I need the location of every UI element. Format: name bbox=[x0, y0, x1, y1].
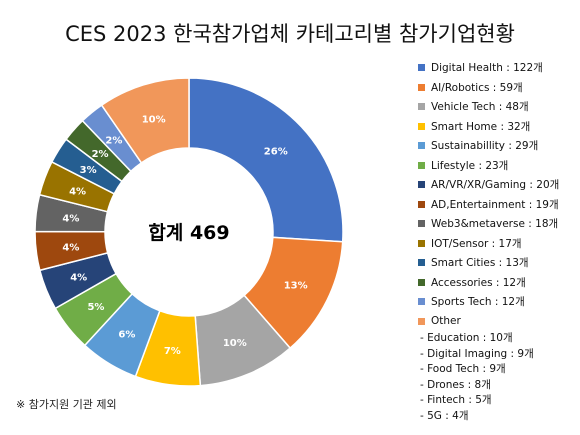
legend: Digital Health : 122개 AI/Robotics : 59개 Ve… bbox=[418, 58, 578, 424]
legend-other-subitem: - Fintech : 5개 bbox=[420, 394, 492, 406]
legend-label: Vehicle Tech : 48개 bbox=[431, 101, 529, 114]
donut-slice-digital-health bbox=[188, 77, 344, 243]
legend-label: AR/VR/XR/Gaming : 20개 bbox=[431, 179, 560, 192]
center-total-label: 합계 469 bbox=[148, 222, 229, 244]
legend-label: Sustainabillity : 29개 bbox=[431, 140, 539, 153]
legend-item: Smart Cities : 13개 bbox=[418, 253, 578, 273]
legend-swatch bbox=[418, 64, 425, 72]
slice-percent-label: 4% bbox=[69, 186, 86, 197]
legend-label: AI/Robotics : 59개 bbox=[431, 81, 523, 94]
legend-item: AD,Entertainment : 19개 bbox=[418, 195, 578, 215]
legend-label: IOT/Sensor : 17개 bbox=[431, 237, 522, 250]
legend-swatch bbox=[418, 200, 425, 208]
legend-item: Accessories : 12개 bbox=[418, 273, 578, 293]
slice-percent-label: 4% bbox=[62, 243, 79, 254]
legend-swatch bbox=[418, 317, 425, 325]
footnote: ※ 참가지원 기관 제외 bbox=[16, 398, 117, 411]
legend-swatch bbox=[418, 122, 425, 130]
slice-percent-label: 3% bbox=[80, 165, 97, 176]
legend-item: IOT/Sensor : 17개 bbox=[418, 234, 578, 254]
legend-item: Sports Tech : 12개 bbox=[418, 292, 578, 312]
donut-slice-other bbox=[100, 77, 190, 164]
legend-label: Accessories : 12개 bbox=[431, 276, 526, 289]
legend-label: Smart Home : 32개 bbox=[431, 120, 531, 133]
slice-percent-label: 2% bbox=[105, 136, 122, 147]
legend-item: AI/Robotics : 59개 bbox=[418, 78, 578, 98]
legend-swatch bbox=[418, 239, 425, 247]
chart-title: CES 2023 한국참가업체 카테고리별 참가기업현황 bbox=[65, 22, 515, 46]
donut-chart: 26% 13% 10% 7% 6% 5% 4% 4% 4% 4% 3% 2% 2% 10% 합계 469 bbox=[34, 77, 344, 387]
slice-percent-label: 10% bbox=[223, 338, 247, 349]
legend-swatch bbox=[418, 181, 425, 189]
legend-other-subitem: - Drones : 8개 bbox=[420, 378, 491, 391]
slice-percent-label: 5% bbox=[87, 302, 104, 313]
legend-item: Smart Home : 32개 bbox=[418, 117, 578, 137]
slice-percent-label: 7% bbox=[164, 346, 181, 357]
legend-item: Lifestyle : 23개 bbox=[418, 156, 578, 176]
legend-item: Web3&metaverse : 18개 bbox=[418, 214, 578, 234]
legend-label: Smart Cities : 13개 bbox=[431, 257, 529, 270]
legend-label: Other bbox=[431, 315, 461, 328]
legend-item: AR/VR/XR/Gaming : 20개 bbox=[418, 175, 578, 195]
legend-swatch bbox=[418, 220, 425, 228]
slice-percent-label: 10% bbox=[142, 114, 166, 125]
legend-swatch bbox=[418, 259, 425, 267]
legend-swatch bbox=[418, 161, 425, 169]
legend-swatch bbox=[418, 278, 425, 286]
legend-item: Other bbox=[418, 312, 578, 332]
slice-percent-label: 13% bbox=[284, 281, 308, 292]
legend-swatch bbox=[418, 298, 425, 306]
legend-other-subitem: - 5G : 4개 bbox=[420, 409, 469, 422]
slice-percent-label: 26% bbox=[264, 147, 288, 158]
legend-swatch bbox=[418, 142, 425, 150]
legend-other-subitem: - Food Tech : 9개 bbox=[420, 363, 506, 375]
legend-label: Web3&metaverse : 18개 bbox=[431, 218, 559, 231]
legend-item: Digital Health : 122개 bbox=[418, 58, 578, 78]
legend-label: Digital Health : 122개 bbox=[431, 62, 543, 75]
slice-percent-label: 4% bbox=[70, 273, 87, 284]
legend-swatch bbox=[418, 83, 425, 91]
legend-swatch bbox=[418, 103, 425, 111]
slice-percent-label: 2% bbox=[92, 149, 109, 160]
legend-item: Sustainabillity : 29개 bbox=[418, 136, 578, 156]
legend-other-subitem: - Digital Imaging : 9개 bbox=[420, 347, 534, 360]
legend-item: Vehicle Tech : 48개 bbox=[418, 97, 578, 117]
slice-percent-label: 4% bbox=[62, 213, 79, 224]
slice-percent-label: 6% bbox=[118, 329, 135, 340]
legend-label: AD,Entertainment : 19개 bbox=[431, 198, 559, 211]
legend-other-subitem: - Education : 10개 bbox=[420, 332, 513, 344]
legend-label: Sports Tech : 12개 bbox=[431, 296, 525, 309]
legend-label: Lifestyle : 23개 bbox=[431, 159, 509, 172]
